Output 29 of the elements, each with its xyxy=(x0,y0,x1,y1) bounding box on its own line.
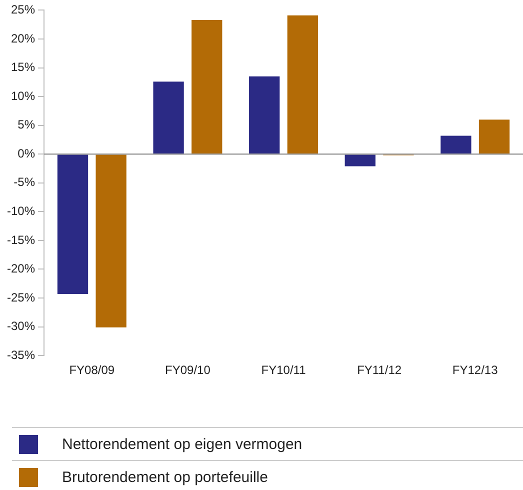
bar xyxy=(287,15,318,154)
y-tick-label: -25% xyxy=(7,290,36,304)
y-tick-label: 20% xyxy=(10,31,36,46)
x-tick-label: FY08/09 xyxy=(69,363,115,378)
legend-label: Brutorendement op portefeuille xyxy=(62,468,268,486)
y-tick-label: -20% xyxy=(7,262,36,276)
y-tick-label: 25% xyxy=(10,2,36,17)
y-tick-label: -10% xyxy=(7,204,36,218)
bar xyxy=(344,154,376,166)
y-tick-label: 15% xyxy=(10,60,36,74)
y-tick-label: -30% xyxy=(7,319,36,334)
bar xyxy=(153,82,184,154)
legend-label: Nettorendement op eigen vermogen xyxy=(62,436,302,452)
x-tick-label: FY11/12 xyxy=(357,363,402,378)
y-tick-label: 5% xyxy=(18,118,36,132)
y-tick-label: 10% xyxy=(10,88,36,103)
y-tick-label: 0% xyxy=(18,146,36,160)
y-tick-label: -5% xyxy=(14,175,36,190)
bar xyxy=(440,136,472,154)
bar xyxy=(96,154,126,328)
x-tick-label: FY12/13 xyxy=(452,363,498,378)
bar xyxy=(57,154,88,294)
bar xyxy=(249,76,280,154)
y-tick-label: -15% xyxy=(7,232,36,247)
x-tick-label: FY09/10 xyxy=(165,363,211,378)
bar xyxy=(478,120,510,154)
x-tick-label: FY10/11 xyxy=(261,363,306,378)
y-tick-label: -35% xyxy=(7,348,36,362)
bar xyxy=(192,20,222,154)
